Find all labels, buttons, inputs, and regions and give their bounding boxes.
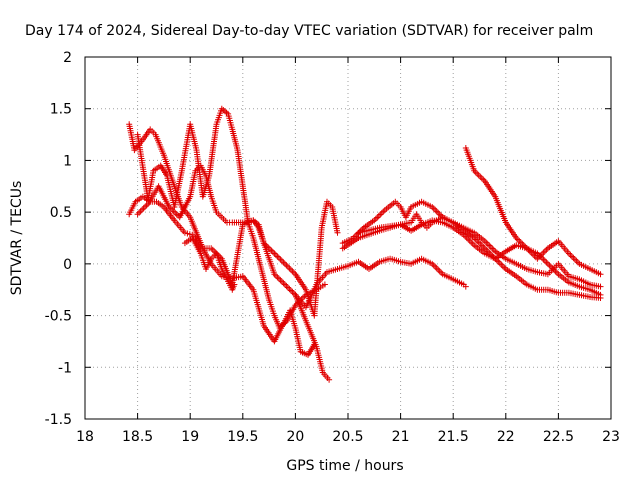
plus-markers [134, 162, 341, 319]
y-tick-label: 2 [63, 50, 72, 66]
x-tick-label: 23 [602, 429, 620, 445]
y-tick-label: 1.5 [50, 102, 72, 118]
x-tick-label: 19.5 [227, 429, 258, 445]
x-tick-label: 18.5 [122, 429, 153, 445]
x-tick-label: 20.5 [332, 429, 363, 445]
x-tick-labels: 18 18.5 19 19.5 20 20.5 21 21.5 22 22.5 23 [76, 429, 620, 445]
plus-markers [462, 145, 604, 298]
chart-title: Day 174 of 2024, Sidereal Day-to-day VTE… [25, 23, 593, 39]
x-tick-label: 21 [392, 429, 410, 445]
x-tick-label: 19 [181, 429, 199, 445]
series-track-4 [134, 162, 341, 319]
y-tick-label: 1 [63, 153, 72, 169]
x-tick-label: 22.5 [543, 429, 574, 445]
series-track-6 [292, 255, 469, 311]
x-tick-label: 22 [497, 429, 515, 445]
y-tick-label: -1 [58, 360, 72, 376]
x-tick-label: 18 [76, 429, 94, 445]
series-track-5 [181, 235, 238, 293]
plus-markers [292, 255, 469, 311]
y-axis-label: SDTVAR / TECUs [9, 181, 25, 296]
data-points [126, 105, 604, 383]
y-tick-label: -0.5 [45, 309, 72, 325]
series-track-10 [462, 145, 604, 298]
y-tick-label: 0 [63, 257, 72, 273]
x-tick-label: 20 [286, 429, 304, 445]
y-tick-label: -1.5 [45, 412, 72, 428]
y-tick-labels: -1.5 -1 -0.5 0 0.5 1 1.5 2 [45, 50, 72, 428]
x-tick-label: 21.5 [438, 429, 469, 445]
plus-markers [181, 235, 238, 293]
series-track-3 [134, 105, 328, 331]
x-axis-label: GPS time / hours [286, 458, 403, 474]
plus-markers [134, 105, 328, 331]
y-tick-label: 0.5 [50, 205, 72, 221]
plot-frame [84, 56, 612, 420]
